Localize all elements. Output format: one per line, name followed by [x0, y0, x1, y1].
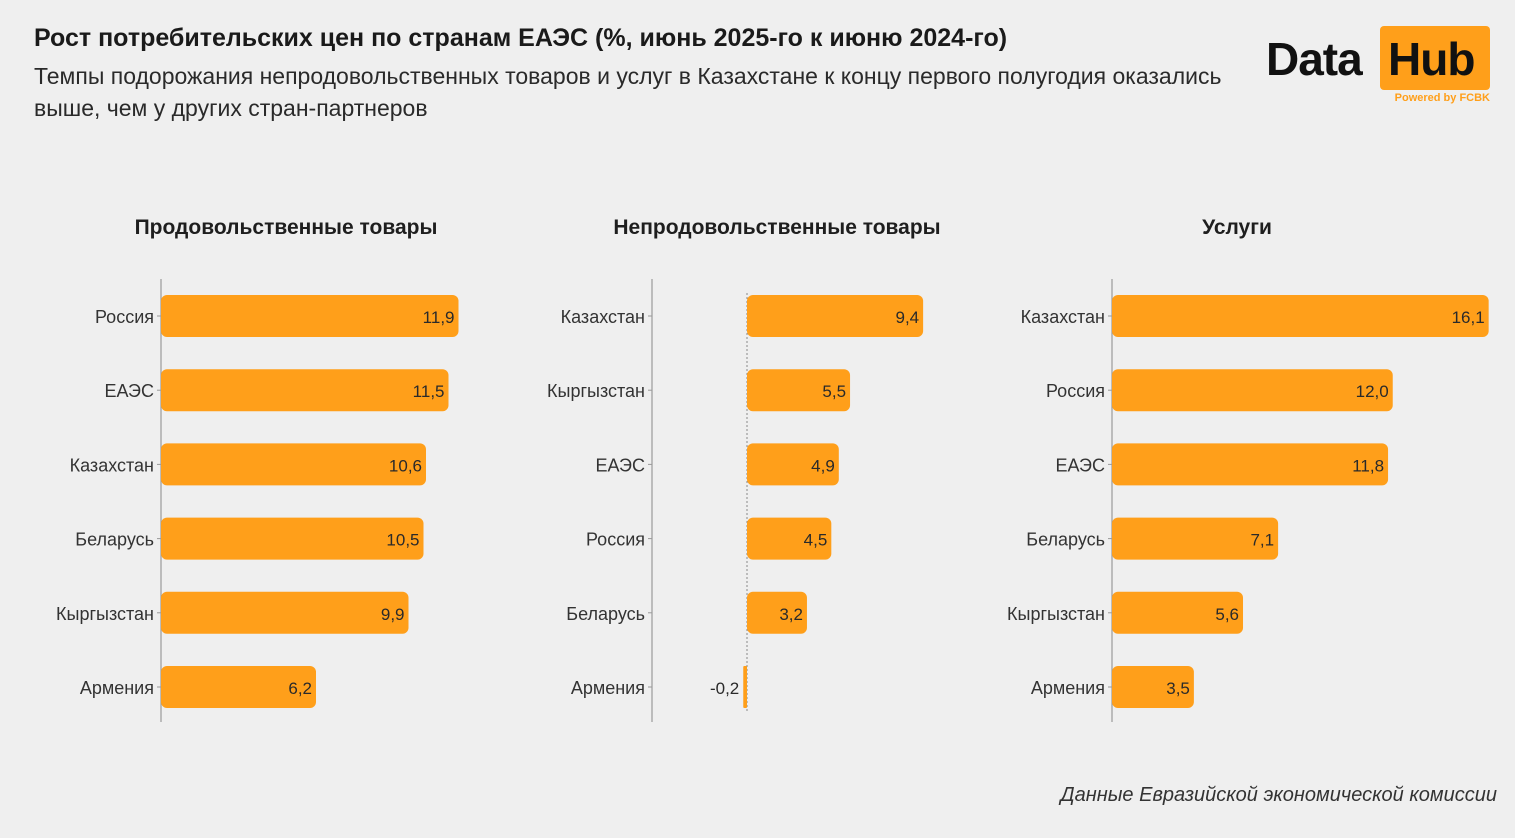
value-label: 5,6 [1215, 605, 1239, 624]
category-label: Казахстан [561, 307, 645, 327]
value-label: -0,2 [710, 679, 739, 698]
category-label: Беларусь [1026, 530, 1105, 550]
category-label: Беларусь [75, 530, 154, 550]
bar [161, 369, 449, 412]
category-label: Кыргызстан [1007, 604, 1105, 624]
value-label: 5,5 [822, 382, 846, 401]
value-label: 9,9 [381, 605, 405, 624]
category-label: Казахстан [1021, 307, 1105, 327]
category-label: Армения [1031, 678, 1105, 698]
bar [743, 666, 747, 708]
category-label: Армения [80, 678, 154, 698]
bar [747, 517, 832, 560]
bar [161, 517, 424, 560]
value-label: 10,6 [389, 456, 422, 475]
bar [161, 295, 459, 337]
bar [161, 443, 426, 486]
bar [161, 666, 316, 708]
category-label: ЕАЭС [595, 455, 645, 475]
category-label: Россия [95, 307, 154, 327]
bar [161, 591, 409, 634]
bar [1112, 369, 1393, 412]
bar [1112, 517, 1279, 560]
value-label: 3,5 [1166, 679, 1190, 698]
logo-orange-box: Hub [1380, 26, 1490, 90]
panel-title-1: Продовольственные товары [135, 216, 438, 239]
value-label: 7,1 [1250, 531, 1274, 550]
logo-word-data: Data [1266, 33, 1363, 85]
value-label: 9,4 [895, 308, 919, 327]
category-label: Казахстан [70, 455, 154, 475]
datahub-logo: Data Hub Powered by FCBK [1262, 24, 1492, 112]
value-label: 6,2 [288, 679, 312, 698]
category-label: Беларусь [566, 604, 645, 624]
value-label: 10,5 [386, 531, 419, 550]
bar [747, 591, 807, 634]
value-label: 11,8 [1352, 456, 1384, 475]
category-label: ЕАЭС [104, 381, 154, 401]
bar [1112, 591, 1244, 634]
value-label: 4,5 [804, 531, 828, 550]
bar [1112, 443, 1389, 486]
value-label: 16,1 [1452, 308, 1485, 327]
category-label: Армения [571, 678, 645, 698]
source-note: Данные Евразийской экономической комисси… [1060, 784, 1498, 806]
value-label: 4,9 [811, 456, 835, 475]
category-label: Кыргызстан [56, 604, 154, 624]
bar [747, 369, 851, 412]
category-label: Россия [1046, 381, 1105, 401]
panel-title-2: Непродовольственные товары [613, 216, 940, 239]
category-label: Кыргызстан [547, 381, 645, 401]
value-label: 11,9 [423, 308, 455, 327]
panel-title-3: Услуги [1202, 216, 1272, 239]
logo-word-hub: Hub [1388, 33, 1475, 85]
bar [747, 295, 924, 337]
category-label: ЕАЭС [1055, 455, 1105, 475]
logo-powered-by: Powered by FCBK [1394, 92, 1490, 104]
bar [747, 443, 839, 486]
category-label: Россия [586, 530, 645, 550]
chart-subtitle: Темпы подорожания непродовольственных то… [34, 63, 1222, 121]
bar [1112, 666, 1194, 708]
value-label: 12,0 [1356, 382, 1389, 401]
chart-title: Рост потребительских цен по странам ЕАЭС… [34, 24, 1008, 52]
value-label: 3,2 [779, 605, 803, 624]
value-label: 11,5 [413, 382, 445, 401]
bar [1112, 295, 1489, 337]
